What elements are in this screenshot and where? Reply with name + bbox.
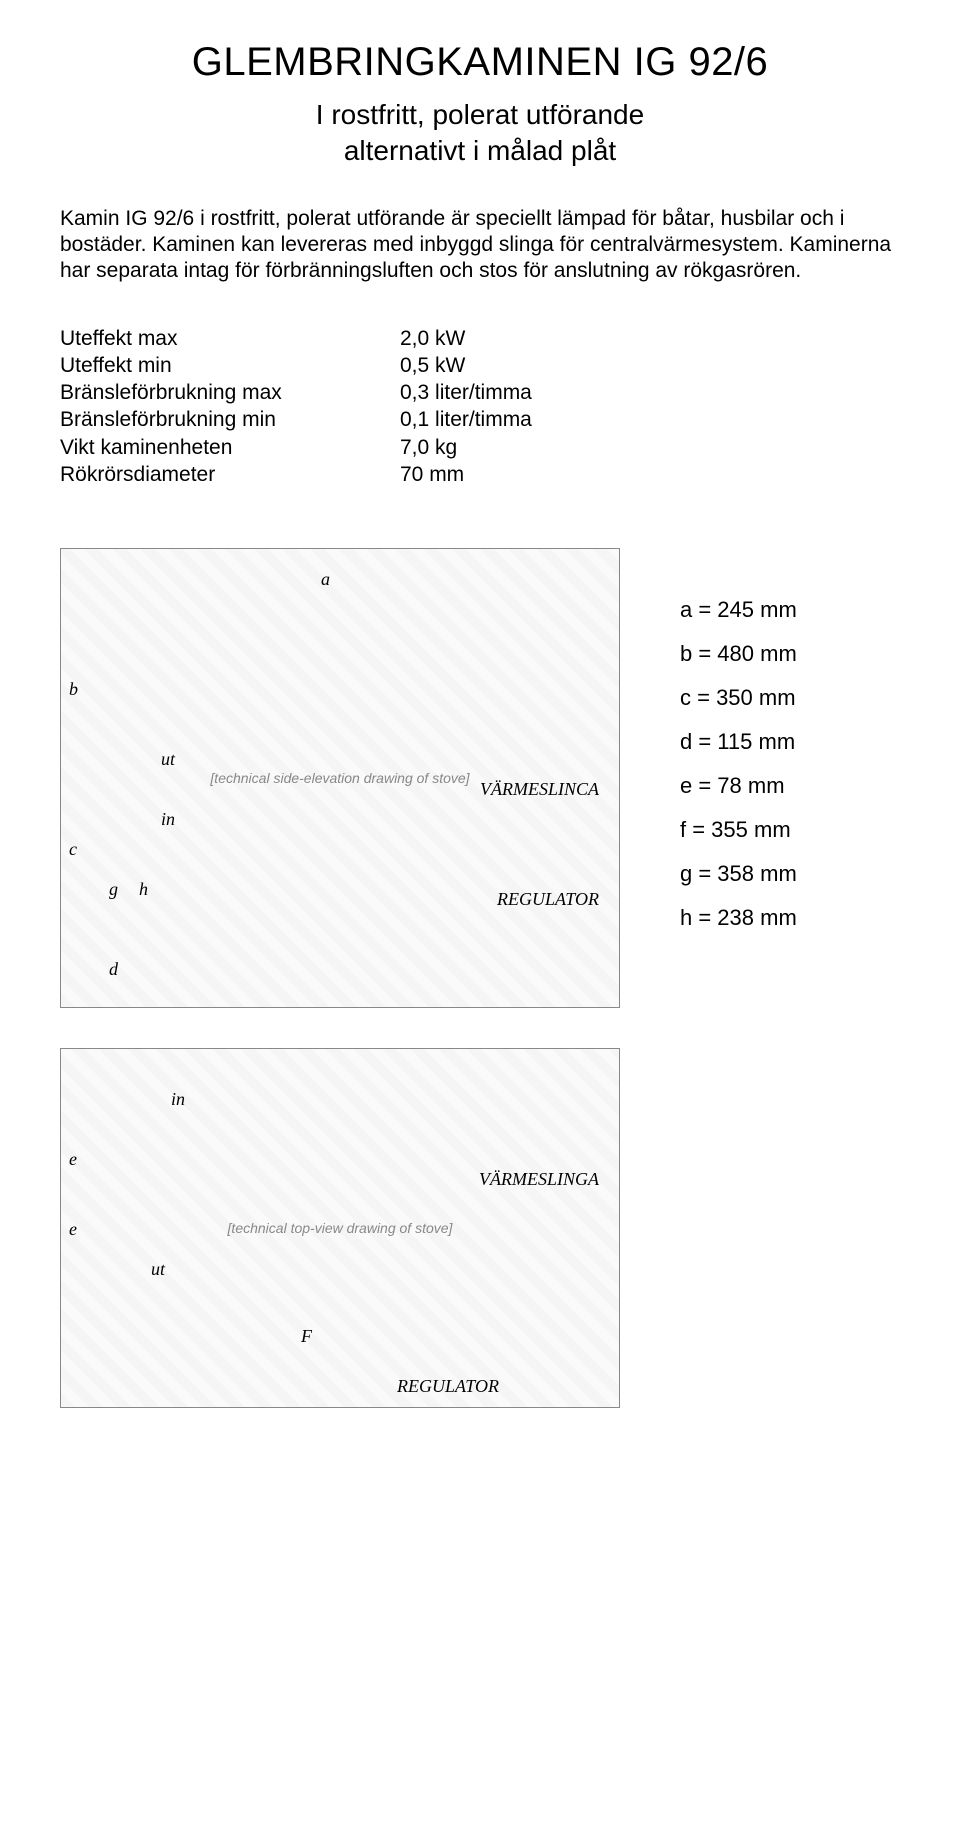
figure-1-caption: [technical side-elevation drawing of sto…: [210, 770, 469, 786]
dim-b: b = 480 mm: [680, 632, 797, 676]
page-subtitle: I rostfritt, polerat utförande alternati…: [60, 97, 900, 170]
figure-2-drawing: [technical top-view drawing of stove] VÄ…: [60, 1048, 620, 1408]
spec-row: Vikt kaminenheten 7,0 kg: [60, 434, 900, 461]
figure-1-block: [technical side-elevation drawing of sto…: [60, 548, 900, 1008]
dim-label-e1: e: [69, 1149, 77, 1170]
dim-g: g = 358 mm: [680, 852, 797, 896]
spec-value: 70 mm: [400, 461, 900, 488]
dim-e: e = 78 mm: [680, 764, 797, 808]
spec-label: Bränsleförbrukning min: [60, 406, 400, 433]
dim-a: a = 245 mm: [680, 588, 797, 632]
spec-row: Uteffekt min 0,5 kW: [60, 352, 900, 379]
spec-value: 2,0 kW: [400, 325, 900, 352]
annot-in-2: in: [171, 1089, 185, 1110]
spec-label: Vikt kaminenheten: [60, 434, 400, 461]
annot-varmeslinga-2: VÄRMESLINGA: [479, 1169, 599, 1190]
spec-row: Bränsleförbrukning max 0,3 liter/timma: [60, 379, 900, 406]
spec-label: Rökrörsdiameter: [60, 461, 400, 488]
dim-label-h: h: [139, 879, 148, 900]
annot-ut: ut: [161, 749, 175, 770]
intro-paragraph: Kamin IG 92/6 i rostfritt, polerat utför…: [60, 206, 900, 285]
figure-2-caption: [technical top-view drawing of stove]: [228, 1220, 453, 1236]
spec-value: 0,5 kW: [400, 352, 900, 379]
dim-label-g: g: [109, 879, 118, 900]
subtitle-line-2: alternativt i målad plåt: [344, 135, 616, 166]
spec-table: Uteffekt max 2,0 kW Uteffekt min 0,5 kW …: [60, 325, 900, 489]
spec-row: Rökrörsdiameter 70 mm: [60, 461, 900, 488]
page-title: GLEMBRINGKAMINEN IG 92/6: [60, 40, 900, 85]
spec-label: Bränsleförbrukning max: [60, 379, 400, 406]
dim-c: c = 350 mm: [680, 676, 797, 720]
dim-f: f = 355 mm: [680, 808, 797, 852]
annot-regulator-2: REGULATOR: [397, 1376, 499, 1397]
dim-h: h = 238 mm: [680, 896, 797, 940]
annot-ut-2: ut: [151, 1259, 165, 1280]
dimension-list: a = 245 mm b = 480 mm c = 350 mm d = 115…: [680, 548, 797, 940]
spec-value: 7,0 kg: [400, 434, 900, 461]
dim-label-e2: e: [69, 1219, 77, 1240]
spec-value: 0,3 liter/timma: [400, 379, 900, 406]
dim-label-d: d: [109, 959, 118, 980]
spec-label: Uteffekt max: [60, 325, 400, 352]
dim-label-b: b: [69, 679, 78, 700]
dim-d: d = 115 mm: [680, 720, 797, 764]
figure-1-drawing: [technical side-elevation drawing of sto…: [60, 548, 620, 1008]
spec-row: Bränsleförbrukning min 0,1 liter/timma: [60, 406, 900, 433]
dim-label-c: c: [69, 839, 77, 860]
spec-label: Uteffekt min: [60, 352, 400, 379]
spec-value: 0,1 liter/timma: [400, 406, 900, 433]
annot-regulator: REGULATOR: [497, 889, 599, 910]
spec-row: Uteffekt max 2,0 kW: [60, 325, 900, 352]
dim-label-f: F: [301, 1326, 312, 1347]
annot-varmeslinga: VÄRMESLINCA: [480, 779, 599, 800]
annot-in: in: [161, 809, 175, 830]
dim-label-a: a: [321, 569, 330, 590]
subtitle-line-1: I rostfritt, polerat utförande: [316, 99, 644, 130]
